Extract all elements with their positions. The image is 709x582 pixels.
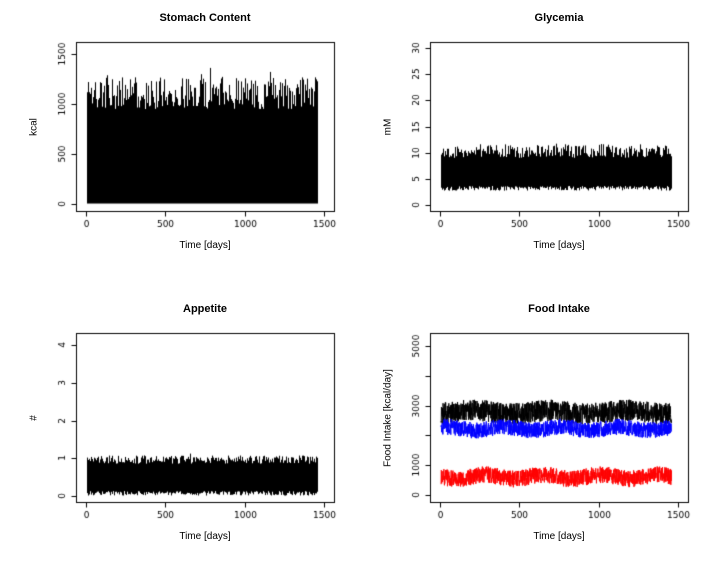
chart-title-glycemia: Glycemia [534, 12, 584, 24]
chart-title-appetite: Appetite [183, 303, 227, 315]
y-axis-label-food-intake: Food Intake [kcal/day] [382, 369, 394, 467]
x-axis-label-appetite: Time [days] [179, 531, 231, 542]
panel-appetite: Appetite # Time [days] [0, 291, 354, 582]
panel-glycemia: Glycemia mM Time [days] [354, 0, 708, 291]
x-axis-label-glycemia: Time [days] [533, 240, 585, 251]
glycemia-plot-canvas [354, 0, 708, 291]
chart-title-food-intake: Food Intake [528, 303, 590, 315]
stomach-content-plot-canvas [0, 0, 354, 291]
x-axis-label-food-intake: Time [days] [533, 531, 585, 542]
panel-stomach-content: Stomach Content kcal Time [days] [0, 0, 354, 291]
x-axis-label-stomach-content: Time [days] [179, 240, 231, 251]
y-axis-label-glycemia: mM [382, 118, 394, 136]
chart-title-stomach-content: Stomach Content [159, 12, 251, 24]
panel-food-intake: Food Intake Food Intake [kcal/day] Time … [354, 291, 708, 582]
y-axis-label-appetite: # [28, 415, 40, 421]
food-intake-plot-canvas [354, 291, 708, 582]
appetite-plot-canvas [0, 291, 354, 582]
y-axis-label-stomach-content: kcal [28, 118, 40, 136]
